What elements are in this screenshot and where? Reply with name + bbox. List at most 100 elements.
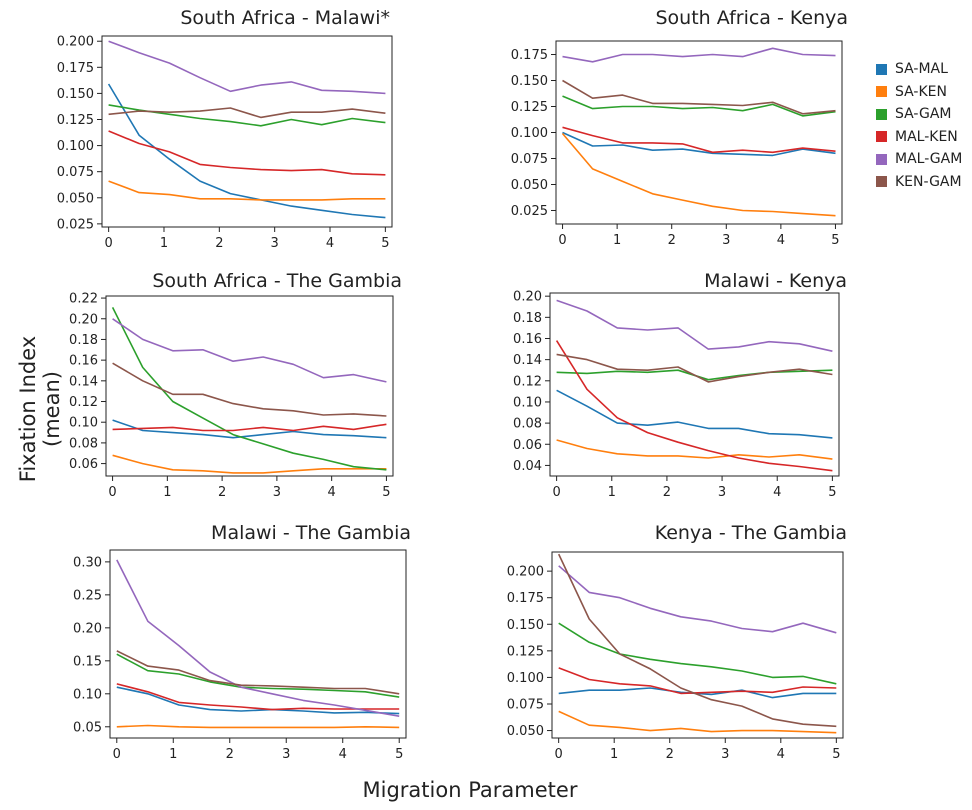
- y-tick-label: 0.20: [513, 290, 542, 305]
- legend-item-mal-gam: MAL-GAM: [876, 148, 962, 171]
- y-tick-label: 0.125: [57, 113, 94, 128]
- x-tick-label: 3: [271, 236, 279, 251]
- y-tick-label: 0.150: [511, 74, 548, 89]
- legend-swatch-ken-gam: [876, 176, 887, 188]
- legend-item-ken-gam: KEN-GAM: [876, 171, 962, 194]
- series-line-sa-gam: [111, 307, 387, 471]
- y-tick-label: 0.16: [69, 354, 98, 369]
- series-line-sa-gam: [116, 653, 400, 698]
- y-tick-label: 0.25: [73, 588, 102, 603]
- panel-6: Kenya - The Gambia 0.050 0.075 0.100 0.125 0.…: [507, 522, 847, 762]
- x-tick-label: 1: [160, 236, 168, 251]
- legend-item-sa-gam: SA-GAM: [876, 103, 962, 126]
- y-tick-label: 0.125: [507, 644, 544, 659]
- series-line-sa-mal: [107, 83, 386, 219]
- series-line-mal-ken: [555, 340, 833, 472]
- series-line-mal-gam: [116, 559, 400, 717]
- legend-item-sa-mal: SA-MAL: [876, 58, 962, 81]
- y-tick-label: 0.125: [511, 100, 548, 115]
- series-line-sa-ken: [561, 132, 836, 217]
- series-line-ken-gam: [108, 107, 386, 119]
- x-tick-label: 2: [226, 747, 234, 762]
- y-tick-label: 0.175: [507, 591, 544, 606]
- legend-swatch-mal-gam: [876, 153, 887, 165]
- plot-frame: [555, 40, 843, 225]
- legend-label-sa-ken: SA-KEN: [895, 83, 947, 100]
- y-tick-label: 0.10: [513, 395, 542, 410]
- x-tick-label: 5: [381, 236, 389, 251]
- x-tick-label: 4: [777, 233, 785, 248]
- x-tick-label: 1: [169, 747, 177, 762]
- x-tick-label: 5: [832, 747, 840, 762]
- panel-5: Malawi - The Gambia 0.05 0.10 0.15 0.20 0.25 0…: [73, 522, 411, 762]
- series-line-mal-gam: [556, 299, 833, 352]
- series-line-ken-gam: [556, 353, 833, 383]
- plot-frame: [101, 35, 393, 228]
- y-tick-label: 0.10: [73, 687, 102, 702]
- panel-title: Malawi - Kenya: [704, 270, 847, 292]
- y-tick-label: 0.12: [513, 374, 542, 389]
- x-tick-label: 2: [668, 233, 676, 248]
- y-tick-label: 0.18: [513, 311, 542, 326]
- series-line-sa-mal: [562, 131, 836, 157]
- panel-2: South Africa - Kenya 0.025 0.050 0.075 0.100…: [511, 7, 848, 248]
- y-tick-label: 0.075: [507, 697, 544, 712]
- y-axis-label: Fixation Index (mean): [16, 335, 64, 483]
- panel-title: South Africa - Kenya: [655, 7, 848, 29]
- series-line-sa-ken: [112, 454, 387, 474]
- y-tick-label: 0.06: [513, 438, 542, 453]
- x-tick-label: 4: [777, 747, 785, 762]
- y-tick-label: 0.175: [57, 61, 94, 76]
- x-tick-label: 5: [382, 485, 390, 500]
- x-tick-label: 5: [828, 485, 836, 500]
- x-tick-label: 1: [613, 233, 621, 248]
- y-tick-label: 0.12: [69, 395, 98, 410]
- x-tick-label: 3: [721, 747, 729, 762]
- series-line-sa-ken: [558, 710, 837, 734]
- series-line-ken-gam: [112, 362, 387, 417]
- panel-title: Kenya - The Gambia: [655, 522, 847, 544]
- x-tick-label: 0: [558, 233, 566, 248]
- y-tick-label: 0.30: [73, 555, 102, 570]
- series-line-sa-ken: [116, 724, 400, 729]
- panel-title: South Africa - Malawi*: [180, 7, 390, 29]
- y-tick-label: 0.025: [511, 204, 548, 219]
- legend-swatch-sa-ken: [876, 86, 887, 98]
- legend-label-mal-ken: MAL-KEN: [895, 128, 958, 145]
- series-line-sa-gam: [562, 95, 836, 117]
- series-line-sa-gam: [558, 622, 837, 685]
- y-tick-label: 0.100: [507, 671, 544, 686]
- y-tick-label: 0.150: [507, 618, 544, 633]
- y-tick-label: 0.175: [511, 48, 548, 63]
- y-tick-label: 0.050: [57, 191, 94, 206]
- y-tick-label: 0.050: [511, 178, 548, 193]
- x-tick-label: 2: [215, 236, 223, 251]
- series-line-sa-ken: [556, 439, 833, 460]
- series-line-sa-mal: [116, 686, 400, 715]
- panel-1: South Africa - Malawi* 0.025 0.050 0.075 0.1…: [57, 7, 393, 251]
- series-line-mal-gam: [562, 47, 836, 63]
- x-tick-label: 1: [163, 485, 171, 500]
- x-tick-label: 2: [218, 485, 226, 500]
- y-tick-label: 0.050: [507, 724, 544, 739]
- y-tick-label: 0.04: [513, 459, 542, 474]
- y-tick-label: 0.14: [513, 353, 542, 368]
- y-tick-label: 0.14: [69, 374, 98, 389]
- y-tick-label: 0.10: [69, 416, 98, 431]
- series-line-ken-gam: [116, 650, 400, 695]
- y-tick-label: 0.18: [69, 333, 98, 348]
- panel-4: Malawi - Kenya 0.04 0.06 0.08 0.10 0.12 0.14 0.…: [513, 270, 847, 500]
- y-tick-label: 0.025: [57, 217, 94, 232]
- panel-title: Malawi - The Gambia: [211, 522, 411, 544]
- legend-swatch-sa-gam: [876, 108, 887, 120]
- y-tick-label: 0.06: [69, 457, 98, 472]
- y-tick-label: 0.08: [69, 436, 98, 451]
- legend-label-ken-gam: KEN-GAM: [895, 173, 962, 190]
- x-tick-label: 5: [831, 233, 839, 248]
- series-line-sa-mal: [556, 389, 833, 439]
- x-tick-label: 3: [273, 485, 281, 500]
- x-tick-label: 4: [328, 485, 336, 500]
- plot-frame: [551, 551, 844, 739]
- x-tick-label: 0: [113, 747, 121, 762]
